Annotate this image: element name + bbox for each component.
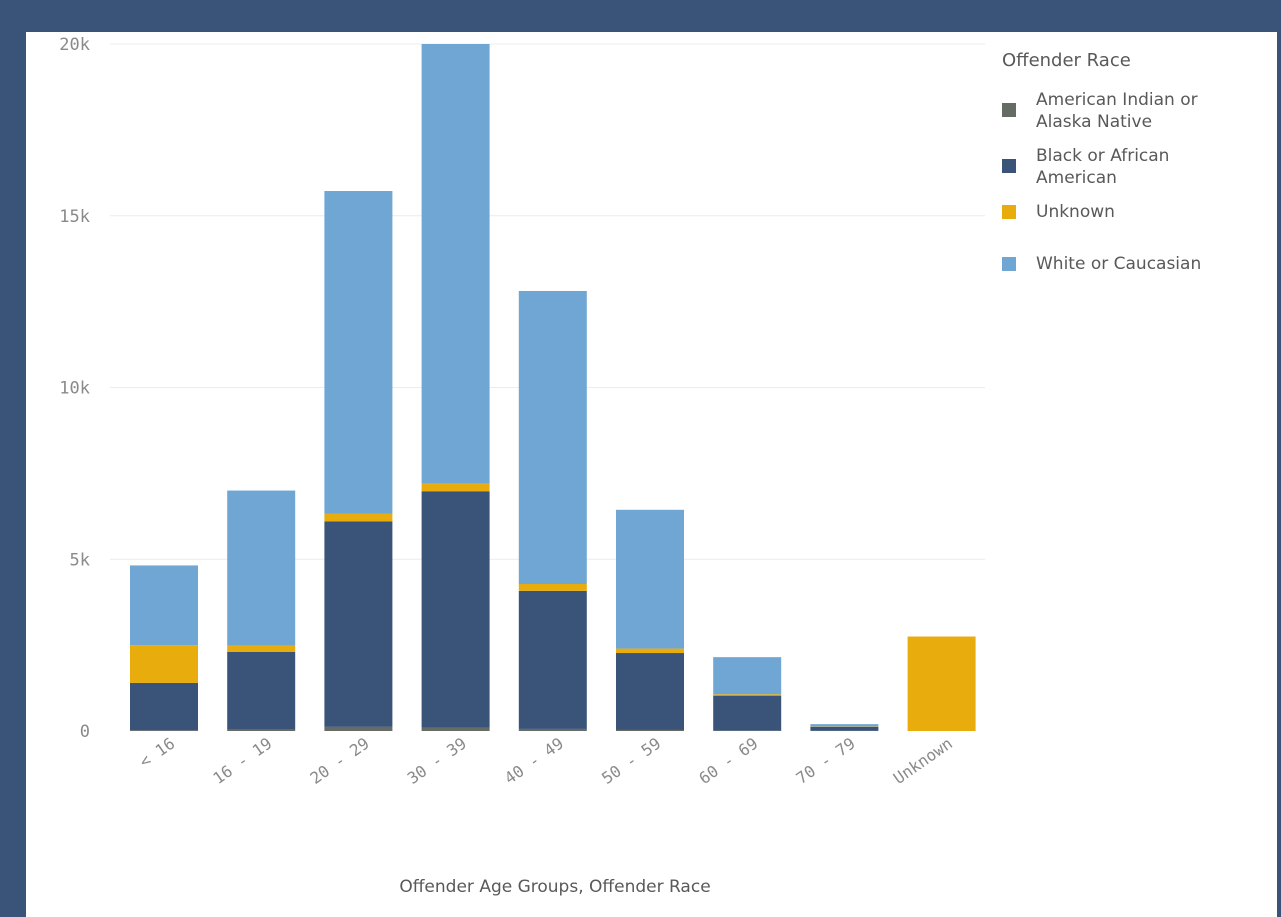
y-axis-ticks: 0 5k 10k 15k 20k bbox=[59, 35, 90, 742]
legend-swatch bbox=[1002, 159, 1016, 173]
bar-segment[interactable] bbox=[616, 729, 684, 731]
y-tick-label: 20k bbox=[59, 35, 90, 55]
bar-segment[interactable] bbox=[810, 724, 879, 727]
x-tick-label: 70 - 79 bbox=[793, 734, 859, 788]
y-tick-label: 15k bbox=[59, 207, 90, 227]
bar-segment[interactable] bbox=[227, 490, 296, 646]
legend-swatch bbox=[1002, 103, 1016, 117]
bar-segment[interactable] bbox=[227, 651, 296, 730]
legend-label: Unknown bbox=[1036, 202, 1115, 222]
x-axis-label: Offender Age Groups, Offender Race bbox=[399, 877, 710, 897]
bar-segment[interactable] bbox=[616, 509, 684, 649]
frame-right-bar bbox=[1277, 0, 1281, 917]
bars bbox=[130, 44, 976, 731]
legend-swatch bbox=[1002, 257, 1016, 271]
bar-segment[interactable] bbox=[713, 695, 782, 731]
bar-segment[interactable] bbox=[227, 729, 296, 731]
y-tick-label: 0 bbox=[80, 722, 90, 742]
bar-segment[interactable] bbox=[324, 726, 393, 731]
bar-segment[interactable] bbox=[421, 483, 490, 492]
y-tick-label: 10k bbox=[59, 379, 90, 399]
x-tick-label: 16 - 19 bbox=[209, 734, 275, 788]
y-tick-label: 5k bbox=[70, 550, 90, 570]
bar-segment[interactable] bbox=[616, 653, 684, 730]
legend-item-american-indian[interactable]: American Indian or Alaska Native bbox=[1002, 89, 1272, 133]
bar-segment[interactable] bbox=[130, 645, 198, 683]
bar-segment[interactable] bbox=[713, 657, 782, 695]
bar-segment[interactable] bbox=[421, 491, 490, 728]
bar-segment[interactable] bbox=[130, 682, 198, 731]
frame-left-bar bbox=[0, 0, 26, 917]
x-tick-label: 60 - 69 bbox=[695, 734, 761, 788]
x-tick-label: 50 - 59 bbox=[598, 734, 664, 788]
bar-segment[interactable] bbox=[421, 44, 490, 484]
bar-segment[interactable] bbox=[907, 636, 976, 731]
x-tick-label: < 16 bbox=[136, 734, 178, 772]
legend-item-black[interactable]: Black or African American bbox=[1002, 145, 1272, 189]
x-tick-label: 40 - 49 bbox=[501, 734, 567, 788]
bar-segment[interactable] bbox=[324, 191, 393, 514]
x-tick-label: 30 - 39 bbox=[404, 734, 470, 788]
bar-segment[interactable] bbox=[130, 565, 198, 646]
legend-label: American Indian or Alaska Native bbox=[1036, 90, 1198, 132]
legend-label: White or Caucasian bbox=[1036, 254, 1202, 274]
legend-swatch bbox=[1002, 205, 1016, 219]
x-axis-ticks: < 16 16 - 19 20 - 29 30 - 39 40 - 49 50 - 59 6… bbox=[136, 734, 956, 788]
bar-segment[interactable] bbox=[518, 290, 587, 584]
bar-segment[interactable] bbox=[810, 726, 879, 731]
legend-item-unknown[interactable]: Unknown bbox=[1002, 201, 1272, 223]
x-tick-label: Unknown bbox=[890, 734, 956, 788]
bar-segment[interactable] bbox=[130, 730, 198, 731]
x-tick-label: 20 - 29 bbox=[307, 734, 373, 788]
bar-segment[interactable] bbox=[324, 521, 393, 727]
bar-segment[interactable] bbox=[421, 727, 490, 731]
bar-segment[interactable] bbox=[227, 645, 296, 652]
bar-segment[interactable] bbox=[713, 694, 782, 696]
bar-segment[interactable] bbox=[324, 513, 393, 522]
frame-top-bar bbox=[0, 0, 1281, 32]
bar-segment[interactable] bbox=[518, 583, 587, 591]
bar-segment[interactable] bbox=[616, 648, 684, 654]
bar-segment[interactable] bbox=[518, 728, 587, 731]
bar-segment[interactable] bbox=[518, 590, 587, 729]
legend-item-white[interactable]: White or Caucasian bbox=[1002, 253, 1272, 275]
legend-label: Black or African American bbox=[1036, 146, 1170, 188]
legend-title: Offender Race bbox=[1002, 50, 1131, 71]
legend: Offender Race American Indian or Alaska … bbox=[1002, 50, 1272, 287]
